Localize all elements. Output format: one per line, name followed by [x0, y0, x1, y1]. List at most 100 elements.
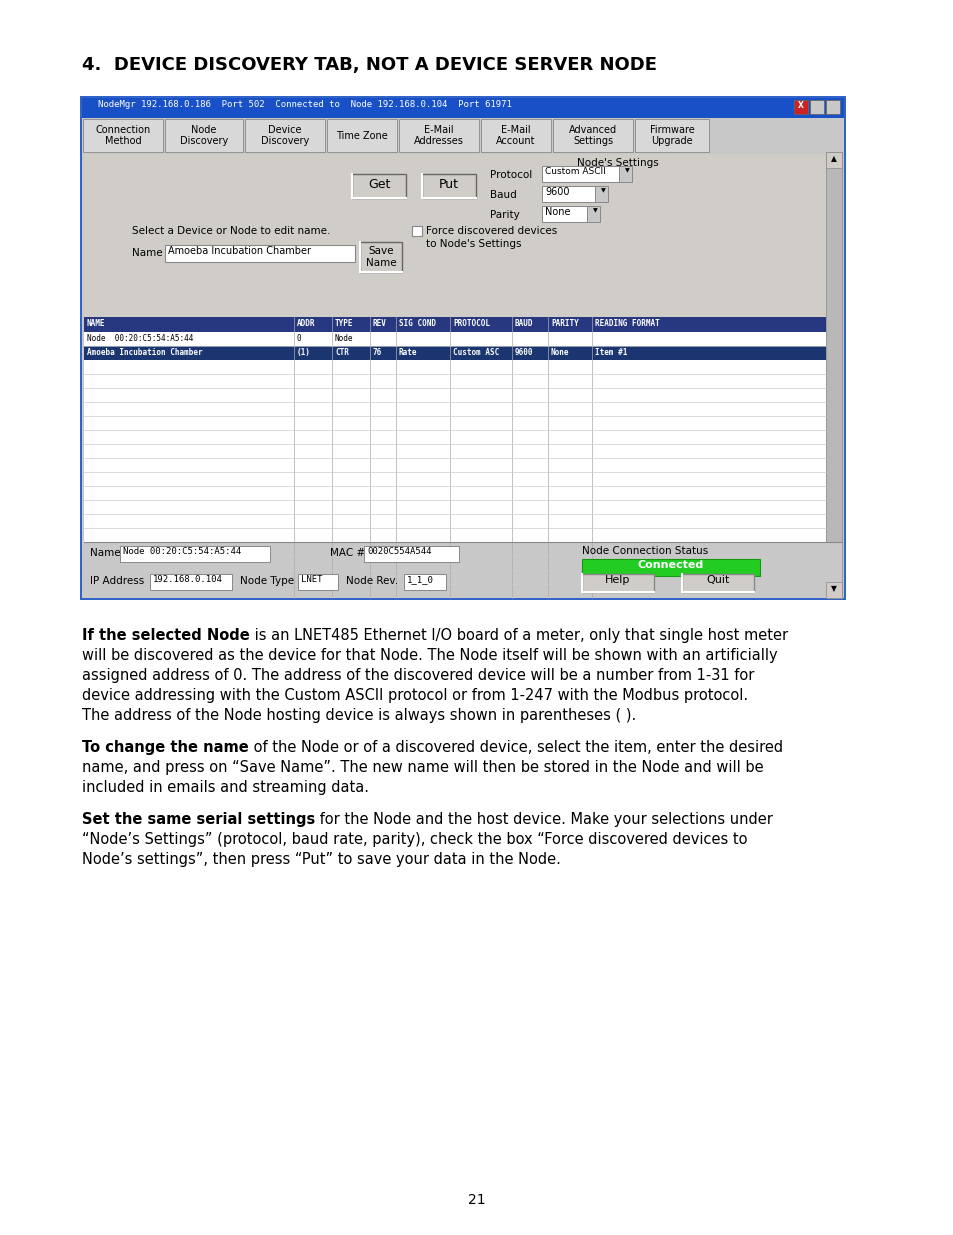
Text: “Node’s Settings” (protocol, baud rate, parity), check the box “Force discovered: “Node’s Settings” (protocol, baud rate, …: [82, 832, 747, 847]
Text: Firmware
Upgrade: Firmware Upgrade: [649, 125, 694, 146]
Bar: [809, 100, 823, 114]
Text: Node Rev.: Node Rev.: [346, 576, 397, 585]
Text: Help: Help: [604, 576, 630, 585]
Text: Node Type: Node Type: [240, 576, 294, 585]
Bar: [541, 186, 599, 203]
Text: Amoeba Incubation Chamber: Amoeba Incubation Chamber: [87, 348, 202, 357]
Text: Advanced
Settings: Advanced Settings: [568, 125, 617, 146]
Text: ADDR: ADDR: [296, 319, 315, 329]
Text: Node 00:20:C5:54:A5:44: Node 00:20:C5:54:A5:44: [123, 547, 241, 556]
Bar: [398, 119, 478, 152]
Bar: [84, 154, 825, 598]
Bar: [82, 152, 843, 598]
Text: Node’s settings”, then press “Put” to save your data in the Node.: Node’s settings”, then press “Put” to sa…: [82, 852, 560, 867]
Text: is an LNET485 Ethernet I/O board of a meter, only that single host meter: is an LNET485 Ethernet I/O board of a me…: [250, 629, 787, 643]
Text: READING FORMAT: READING FORMAT: [595, 319, 659, 329]
Bar: [581, 559, 760, 576]
Text: X: X: [798, 101, 803, 110]
Text: Baud: Baud: [490, 190, 517, 200]
Bar: [165, 119, 243, 152]
Bar: [84, 332, 825, 346]
Bar: [825, 582, 841, 598]
Text: ▼: ▼: [593, 207, 598, 212]
Text: ▼: ▼: [830, 584, 836, 593]
Text: 0: 0: [296, 333, 301, 343]
Bar: [681, 574, 753, 592]
Text: ▼: ▼: [600, 188, 605, 193]
Text: Set the same serial settings: Set the same serial settings: [82, 811, 314, 827]
Text: MAC #: MAC #: [330, 548, 365, 558]
Text: (1): (1): [296, 348, 311, 357]
Bar: [581, 574, 654, 592]
Text: for the Node and the host device. Make your selections under: for the Node and the host device. Make y…: [314, 811, 772, 827]
Text: Quit: Quit: [705, 576, 729, 585]
Text: Put: Put: [438, 178, 458, 191]
Bar: [825, 100, 840, 114]
Bar: [403, 574, 446, 590]
Text: REV: REV: [373, 319, 387, 329]
Bar: [618, 165, 631, 182]
Text: LNET: LNET: [301, 576, 322, 584]
Text: Device
Discovery: Device Discovery: [260, 125, 309, 146]
Text: Force discovered devices: Force discovered devices: [426, 226, 557, 236]
Text: Node's Settings: Node's Settings: [577, 158, 659, 168]
Bar: [359, 242, 401, 272]
Text: E-Mail
Addresses: E-Mail Addresses: [414, 125, 463, 146]
Text: Node
Discovery: Node Discovery: [180, 125, 228, 146]
Text: Rate: Rate: [398, 348, 417, 357]
Bar: [825, 152, 841, 598]
Text: Time Zone: Time Zone: [335, 131, 388, 141]
Text: Item #1: Item #1: [595, 348, 627, 357]
Bar: [150, 574, 232, 590]
Text: To change the name: To change the name: [82, 740, 249, 755]
Text: Name: Name: [132, 248, 162, 258]
Text: Connection
Method: Connection Method: [95, 125, 151, 146]
Text: of the Node or of a discovered device, select the item, enter the desired: of the Node or of a discovered device, s…: [249, 740, 782, 755]
Text: to Node's Settings: to Node's Settings: [426, 240, 521, 249]
Text: PROTOCOL: PROTOCOL: [453, 319, 490, 329]
Text: PARITY: PARITY: [551, 319, 578, 329]
Text: CTR: CTR: [335, 348, 349, 357]
Text: The address of the Node hosting device is always shown in parentheses ( ).: The address of the Node hosting device i…: [82, 708, 636, 722]
Bar: [82, 98, 843, 598]
Text: Node: Node: [335, 333, 354, 343]
Text: Custom ASCII: Custom ASCII: [544, 167, 605, 177]
Bar: [245, 119, 325, 152]
Bar: [80, 96, 845, 600]
Bar: [83, 119, 163, 152]
Text: TYPE: TYPE: [335, 319, 354, 329]
Text: Node  00:20:C5:54:A5:44: Node 00:20:C5:54:A5:44: [87, 333, 193, 343]
Text: NAME: NAME: [87, 319, 106, 329]
Bar: [553, 119, 633, 152]
Text: Amoeba Incubation Chamber: Amoeba Incubation Chamber: [168, 246, 311, 256]
Bar: [84, 317, 825, 598]
Bar: [595, 186, 607, 203]
Text: name, and press on “Save Name”. The new name will then be stored in the Node and: name, and press on “Save Name”. The new …: [82, 760, 762, 776]
Text: 21: 21: [468, 1193, 485, 1207]
Text: 0020C554A544: 0020C554A544: [367, 547, 431, 556]
Text: BAUD: BAUD: [515, 319, 533, 329]
Text: ▲: ▲: [830, 154, 836, 163]
Text: If the selected Node: If the selected Node: [82, 629, 250, 643]
Text: Node Connection Status: Node Connection Status: [581, 546, 707, 556]
Bar: [82, 98, 843, 119]
Text: Save: Save: [368, 246, 394, 256]
Bar: [635, 119, 708, 152]
Bar: [165, 245, 355, 262]
Bar: [84, 317, 825, 332]
Text: will be discovered as the device for that Node. The Node itself will be shown wi: will be discovered as the device for tha…: [82, 648, 777, 663]
Text: IP Address: IP Address: [90, 576, 144, 585]
Text: 1_1_0: 1_1_0: [407, 576, 434, 584]
Bar: [480, 119, 551, 152]
Bar: [541, 165, 623, 182]
Text: SIG COND: SIG COND: [398, 319, 436, 329]
Text: 192.168.0.104: 192.168.0.104: [152, 576, 223, 584]
Text: E-Mail
Account: E-Mail Account: [496, 125, 536, 146]
Bar: [421, 174, 476, 198]
Text: 76: 76: [373, 348, 382, 357]
Bar: [82, 119, 843, 152]
Text: ▼: ▼: [624, 168, 629, 173]
Bar: [586, 206, 599, 222]
Bar: [364, 546, 458, 562]
Text: NodeMgr 192.168.0.186  Port 502  Connected to  Node 192.168.0.104  Port 61971: NodeMgr 192.168.0.186 Port 502 Connected…: [98, 100, 512, 109]
